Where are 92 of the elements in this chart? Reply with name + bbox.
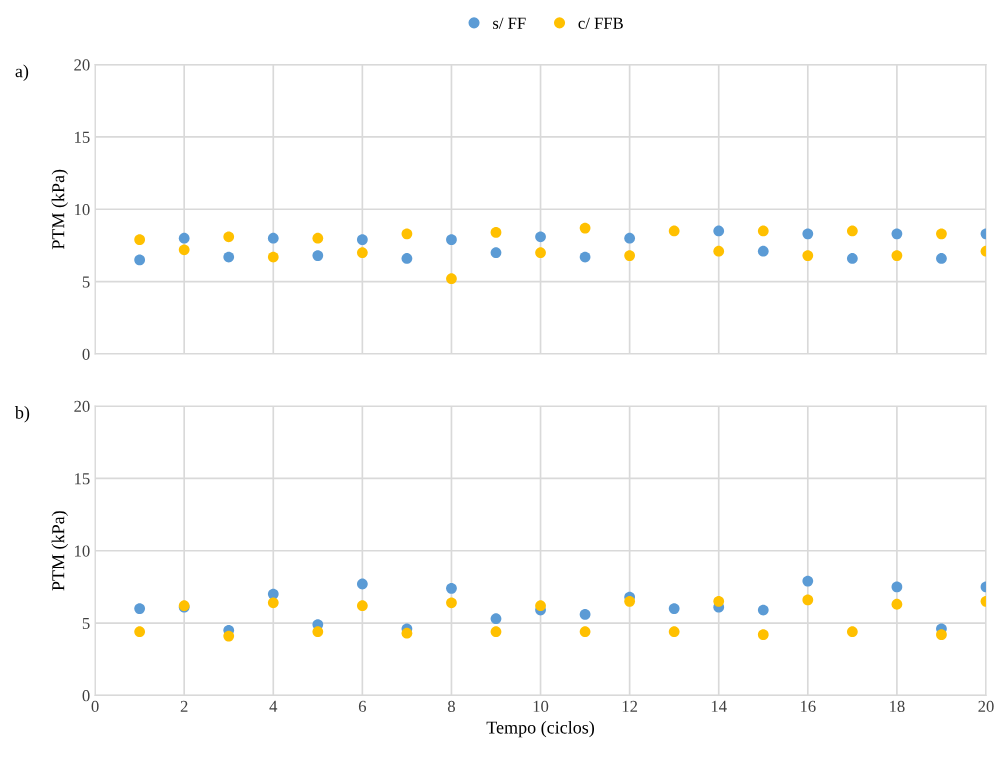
point <box>535 600 546 612</box>
point <box>401 228 413 240</box>
x-tick-label: 8 <box>447 700 455 712</box>
x-tick-label: 18 <box>890 700 905 712</box>
point <box>936 629 947 641</box>
x-tick-label: 12 <box>622 700 638 712</box>
point <box>446 234 457 246</box>
y-tick-label: 20 <box>74 400 90 412</box>
point <box>490 613 502 625</box>
y-tick-label: 5 <box>82 276 90 288</box>
point <box>713 595 725 607</box>
y-tick-label: 10 <box>75 545 90 557</box>
point <box>713 225 725 237</box>
point <box>490 626 502 638</box>
point <box>624 595 636 607</box>
y-axis-title: PTM (kPa) <box>51 511 69 591</box>
x-tick-label: 2 <box>180 700 188 712</box>
point <box>446 582 457 594</box>
point <box>891 250 903 261</box>
point <box>936 228 947 240</box>
point <box>490 227 502 238</box>
point <box>846 225 858 237</box>
legend-label: c/ FFB <box>578 17 623 29</box>
point <box>312 250 324 261</box>
point <box>401 627 413 639</box>
x-tick-label: 6 <box>358 700 367 712</box>
x-tick-label: 14 <box>711 700 727 712</box>
point <box>891 598 903 610</box>
point <box>891 581 903 593</box>
x-tick-label: 4 <box>269 700 278 712</box>
point <box>312 232 324 244</box>
point <box>267 251 279 263</box>
point <box>802 575 814 587</box>
x-axis-title: Tempo (ciclos) <box>486 720 595 738</box>
point <box>134 234 146 246</box>
point <box>267 232 279 244</box>
y-tick-label: 5 <box>82 617 90 630</box>
point <box>802 228 814 240</box>
point <box>668 626 680 638</box>
point <box>535 247 546 259</box>
y-tick-label: 0 <box>82 690 90 702</box>
point <box>802 250 814 261</box>
point <box>312 626 324 638</box>
point <box>668 225 680 237</box>
point <box>802 594 814 606</box>
point <box>134 626 146 638</box>
point <box>446 273 457 285</box>
point <box>624 232 636 244</box>
point <box>223 231 235 243</box>
point <box>356 234 368 246</box>
y-tick-label: 20 <box>74 59 90 71</box>
point <box>579 251 591 263</box>
point <box>446 597 457 609</box>
point <box>757 629 769 641</box>
point <box>134 254 146 266</box>
y-tick-label: 15 <box>75 473 90 485</box>
x-tick-label: 0 <box>91 700 99 712</box>
x-tick-label: 16 <box>800 700 816 712</box>
point <box>223 630 235 642</box>
point <box>178 244 190 256</box>
point <box>356 578 368 590</box>
point <box>535 231 546 243</box>
point <box>356 600 368 612</box>
point <box>579 626 591 638</box>
point <box>223 251 235 263</box>
point <box>579 222 591 234</box>
point <box>757 604 769 616</box>
point <box>757 225 769 237</box>
point <box>356 247 368 259</box>
point <box>846 253 858 264</box>
y-tick-label: 10 <box>75 203 90 216</box>
text: b) <box>14 406 30 423</box>
legend-label: s/ FF <box>493 17 526 29</box>
point <box>490 247 502 259</box>
point <box>846 626 858 638</box>
point <box>624 250 636 261</box>
point <box>891 228 903 240</box>
point <box>579 609 591 620</box>
y-axis-title: PTM (kPa) <box>51 169 69 250</box>
point <box>936 253 947 264</box>
y-tick-label: 0 <box>82 348 90 360</box>
point <box>267 597 279 609</box>
point <box>401 253 413 264</box>
point <box>178 232 190 244</box>
text: a) <box>15 64 29 81</box>
point <box>134 603 146 614</box>
point <box>713 245 725 257</box>
point <box>668 603 680 614</box>
x-tick-label: 20 <box>978 700 994 712</box>
x-tick-label: 10 <box>533 700 549 712</box>
point <box>757 245 769 257</box>
y-tick-label: 15 <box>75 131 90 143</box>
